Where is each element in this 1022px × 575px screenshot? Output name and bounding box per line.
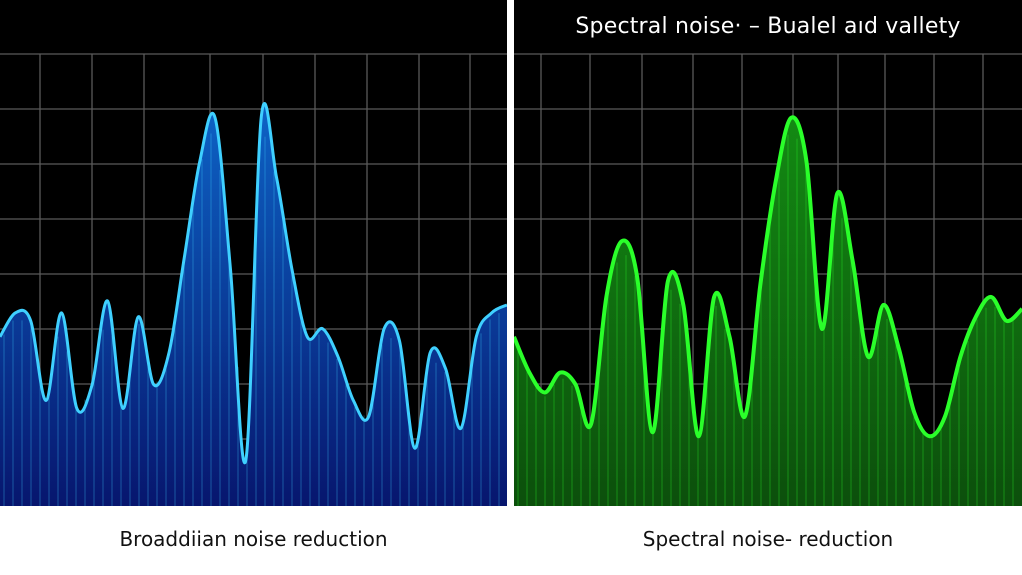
- spectral-spectrum-plot: [514, 53, 1022, 506]
- broadband-spectrum-plot: [0, 53, 507, 506]
- spectrum-spikes: [3, 133, 500, 506]
- spectrum-spikes: [517, 134, 1014, 506]
- spectrum-line: [514, 115, 1022, 439]
- panel-divider: [507, 0, 514, 506]
- spectral-caption: Spectral noise- reduction: [642, 527, 894, 551]
- spectrum-area-fill: [514, 117, 1022, 506]
- broadband-caption: Broaddiian noise reduction: [119, 527, 388, 551]
- spectrum-line: [0, 102, 507, 465]
- spectral-chart-panel: Spectral noise· – Bualel aıd vallety: [514, 0, 1022, 506]
- spectral-chart-title: Spectral noise· – Bualel aıd vallety: [575, 14, 961, 39]
- broadband-chart-panel: [0, 0, 507, 506]
